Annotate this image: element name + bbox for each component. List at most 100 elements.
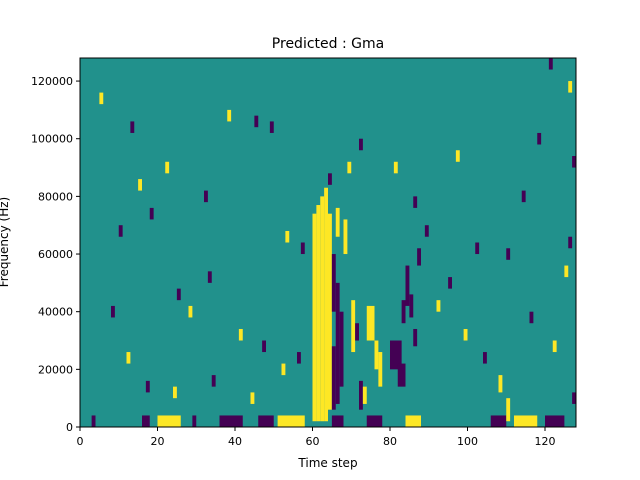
y-tick-label: 120000 bbox=[31, 75, 73, 88]
heatmap-cell-high bbox=[552, 340, 557, 353]
heatmap-cell-low bbox=[262, 340, 266, 353]
heatmap-cell-low bbox=[130, 121, 135, 133]
heatmap-cell-high bbox=[316, 205, 321, 422]
heatmap-cell-low bbox=[413, 196, 418, 208]
heatmap-cell-high bbox=[366, 305, 375, 341]
heatmap-cell-high bbox=[328, 213, 332, 410]
heatmap-cell-high bbox=[347, 161, 352, 174]
heatmap-cell-high bbox=[436, 300, 441, 312]
heatmap-cell-low bbox=[91, 415, 96, 427]
heatmap-cell-low bbox=[339, 311, 344, 387]
x-tick-label: 20 bbox=[151, 435, 165, 448]
heatmap-cell-high bbox=[405, 415, 421, 427]
heatmap-cell-low bbox=[424, 225, 429, 237]
heatmap-cell-low bbox=[204, 190, 208, 203]
heatmap-cell-low bbox=[521, 190, 526, 203]
plot-area bbox=[80, 58, 576, 427]
heatmap-cell-low bbox=[145, 380, 150, 393]
y-tick-label: 100000 bbox=[31, 133, 73, 146]
heatmap-cell-low bbox=[328, 173, 332, 185]
heatmap-cell-low bbox=[490, 415, 507, 427]
heatmap-cell-high bbox=[281, 363, 286, 376]
heatmap-cell-low bbox=[529, 311, 534, 324]
heatmap-cell-high bbox=[277, 415, 305, 427]
heatmap-cell-low bbox=[149, 207, 154, 220]
heatmap-cell-high bbox=[374, 340, 379, 370]
heatmap-cell-low bbox=[448, 277, 452, 289]
heatmap-cell-low bbox=[297, 352, 301, 364]
heatmap-cell-high bbox=[362, 386, 367, 404]
heatmap-cell-high bbox=[455, 150, 460, 162]
heatmap-cell-low bbox=[211, 375, 216, 387]
heatmap-cell-high bbox=[463, 328, 468, 341]
heatmap-cell-low bbox=[192, 415, 197, 427]
x-tick-label: 120 bbox=[535, 435, 556, 448]
y-tick-label: 60000 bbox=[38, 248, 73, 261]
heatmap-cell-low bbox=[572, 392, 576, 404]
y-tick-label: 20000 bbox=[38, 363, 73, 376]
heatmap-cell-low bbox=[548, 58, 553, 70]
heatmap-cell-high bbox=[320, 196, 325, 422]
heatmap-cell-high bbox=[335, 207, 340, 237]
heatmap-cell-high bbox=[564, 265, 569, 278]
plot-frame bbox=[79, 57, 577, 428]
x-tick-label: 100 bbox=[457, 435, 478, 448]
heatmap-cell-low bbox=[409, 294, 414, 318]
heatmap-cell-low bbox=[269, 121, 274, 133]
heatmap-cell-low bbox=[359, 138, 363, 151]
heatmap-cell-low bbox=[331, 254, 336, 312]
heatmap-cell-low bbox=[176, 288, 181, 301]
heatmap-cell-low bbox=[331, 415, 344, 427]
heatmap-cell-high bbox=[238, 328, 243, 341]
heatmap-cell-low bbox=[568, 236, 573, 249]
heatmap-cell-low bbox=[417, 248, 421, 266]
x-tick-label: 0 bbox=[77, 435, 84, 448]
x-tick-label: 60 bbox=[306, 435, 320, 448]
heatmap-cell-low bbox=[483, 352, 487, 364]
heatmap-cell-high bbox=[351, 300, 356, 353]
heatmap-cell-high bbox=[227, 109, 232, 122]
y-tick-label: 40000 bbox=[38, 306, 73, 319]
heatmap-cell-high bbox=[312, 213, 317, 422]
heatmap-cell-low bbox=[397, 363, 406, 387]
heatmap-cell-low bbox=[537, 132, 542, 145]
heatmap-cell-low bbox=[572, 156, 576, 168]
heatmap-cell-low bbox=[300, 242, 305, 255]
x-tick-label: 80 bbox=[383, 435, 397, 448]
heatmap-cell-high bbox=[343, 219, 348, 255]
heatmap-cell-low bbox=[390, 340, 402, 370]
y-tick-label: 80000 bbox=[38, 190, 73, 203]
heatmap-cell-low bbox=[254, 115, 259, 128]
x-tick-label: 40 bbox=[228, 435, 242, 448]
heatmap-cell-high bbox=[568, 81, 573, 93]
heatmap-cell-high bbox=[506, 398, 511, 422]
y-axis-label: Frequency (Hz) bbox=[0, 197, 11, 288]
heatmap-cell-high bbox=[393, 161, 398, 174]
y-tick-label: 0 bbox=[66, 421, 73, 434]
heatmap-cell-high bbox=[173, 386, 177, 399]
heatmap-cell-high bbox=[165, 161, 170, 174]
heatmap-cell-low bbox=[118, 225, 123, 237]
heatmap-cell-high bbox=[324, 187, 328, 422]
heatmap-cell-high bbox=[99, 92, 104, 105]
heatmap-cell-low bbox=[413, 328, 418, 347]
heatmap-cell-high bbox=[126, 352, 131, 364]
heatmap-cell-high bbox=[285, 230, 290, 243]
heatmap-cell-low bbox=[219, 415, 243, 427]
heatmap-cell-low bbox=[475, 242, 480, 255]
heatmap-cell-low bbox=[359, 380, 363, 410]
chart-title: Predicted : Gma bbox=[272, 36, 384, 52]
heatmap-cell-low bbox=[331, 346, 336, 410]
x-axis: 0 20 40 60 80 100 120 bbox=[77, 427, 556, 448]
x-axis-label: Time step bbox=[297, 456, 357, 470]
heatmap-cell-high bbox=[378, 352, 383, 387]
heatmap-cell-high bbox=[138, 179, 142, 191]
heatmap-cell-low bbox=[355, 323, 359, 341]
heatmap-cell-high bbox=[188, 305, 193, 318]
heatmap-cell-high bbox=[498, 375, 503, 393]
heatmap-cell-low bbox=[258, 415, 274, 427]
heatmap-cell-low bbox=[401, 300, 406, 324]
heatmap-cell-low bbox=[366, 415, 383, 427]
heatmap-cell-low bbox=[545, 415, 565, 427]
